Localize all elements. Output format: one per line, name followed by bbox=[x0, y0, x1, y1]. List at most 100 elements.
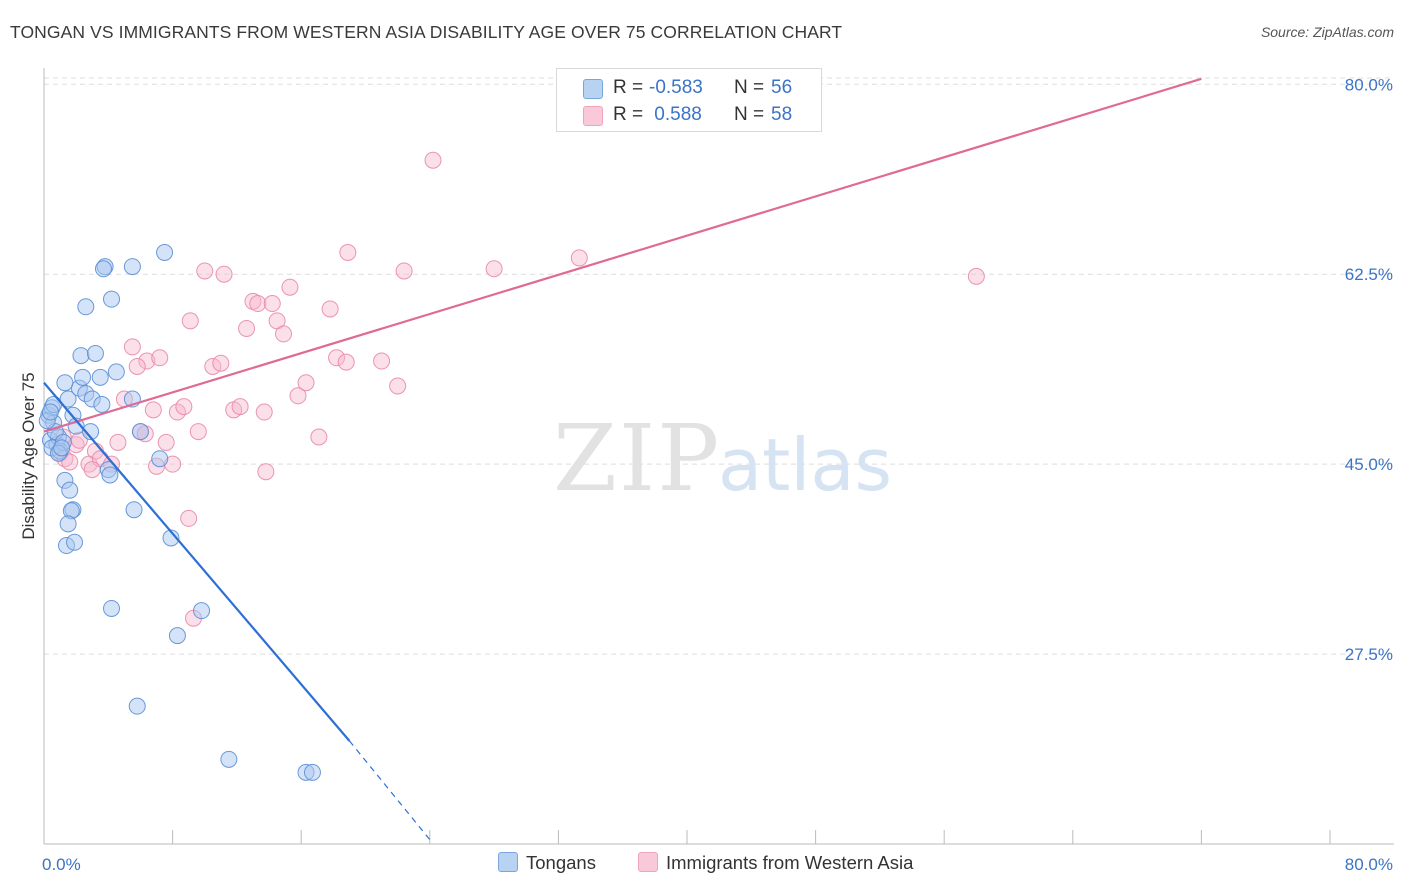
immigrants-swatch bbox=[583, 106, 603, 126]
immigrants-point bbox=[310, 428, 328, 446]
immigrants-point bbox=[128, 357, 146, 375]
immigrants-point bbox=[144, 401, 162, 419]
immigrants-point bbox=[123, 338, 141, 356]
watermark: ZIP atlas bbox=[553, 405, 892, 512]
bottom-legend-immigrants: Immigrants from Western Asia bbox=[638, 852, 913, 874]
tongans-point bbox=[125, 501, 143, 519]
immigrants-point bbox=[151, 349, 169, 367]
immigrants-point bbox=[424, 151, 442, 169]
legend-n-label: N = bbox=[734, 104, 765, 125]
tongans-point bbox=[220, 750, 238, 768]
tongans-point bbox=[94, 260, 112, 278]
legend-r-value: 0.588 bbox=[649, 104, 702, 125]
immigrants-point bbox=[275, 325, 293, 343]
immigrants-point bbox=[189, 423, 207, 441]
watermark-zip: ZIP bbox=[553, 405, 721, 512]
tongans-swatch bbox=[583, 79, 603, 99]
immigrants-point bbox=[257, 463, 275, 481]
immigrants-point bbox=[175, 398, 193, 416]
immigrants-point bbox=[181, 312, 199, 330]
x-tick-label: 80.0% bbox=[1345, 855, 1393, 874]
immigrants-point bbox=[180, 509, 198, 527]
tongans-point bbox=[131, 423, 149, 441]
tongans-point bbox=[162, 529, 180, 547]
tongans-point bbox=[82, 423, 100, 441]
immigrants-point bbox=[328, 349, 346, 367]
tongans-point bbox=[103, 599, 121, 617]
bottom-legend-tongans: Tongans bbox=[498, 852, 596, 874]
tongans-point bbox=[86, 344, 104, 362]
immigrants-point bbox=[138, 352, 156, 370]
immigrants-point bbox=[215, 265, 233, 283]
legend-row-immigrants: R = 0.588 N = 58 bbox=[557, 102, 821, 128]
trend-lines bbox=[43, 77, 1202, 841]
tongans-point bbox=[128, 697, 146, 715]
immigrants-point bbox=[196, 262, 214, 280]
tongans-point bbox=[59, 515, 77, 533]
immigrants-point bbox=[297, 374, 315, 392]
y-axis-label: Disability Age Over 75 bbox=[19, 372, 38, 539]
immigrants-point bbox=[157, 433, 175, 451]
immigrants-point bbox=[231, 398, 249, 416]
legend-r-label: R = bbox=[613, 104, 644, 125]
tongans-point bbox=[101, 466, 119, 484]
tongans-point bbox=[123, 258, 141, 276]
tongans-point bbox=[107, 363, 125, 381]
immigrants-point bbox=[238, 319, 256, 337]
immigrants-point bbox=[570, 249, 588, 267]
immigrants-point bbox=[337, 353, 355, 371]
legend-row-tongans: R = -0.583 N = 56 bbox=[557, 75, 821, 101]
watermark-atlas: atlas bbox=[718, 423, 892, 507]
tongans-point bbox=[77, 298, 95, 316]
tongans-point bbox=[61, 481, 79, 499]
tongans-point bbox=[156, 244, 174, 262]
source-label: Source: ZipAtlas.com bbox=[1260, 24, 1394, 40]
tongans-point bbox=[72, 347, 90, 365]
immigrants-point bbox=[255, 403, 273, 421]
legend-n-label: N = bbox=[734, 77, 765, 98]
tongans-point bbox=[59, 390, 77, 408]
immigrants-point bbox=[395, 262, 413, 280]
tongans-legend-label: Tongans bbox=[526, 852, 596, 873]
immigrants-legend-label: Immigrants from Western Asia bbox=[666, 852, 914, 873]
tongans-legend-swatch bbox=[498, 852, 518, 872]
axes bbox=[43, 68, 1394, 845]
tongans-point bbox=[53, 439, 71, 457]
immigrants-point bbox=[109, 433, 127, 451]
immigrants-point bbox=[83, 461, 101, 479]
tongans-point bbox=[103, 290, 121, 308]
tongans-point bbox=[151, 450, 169, 468]
immigrants-trend-line bbox=[43, 77, 1202, 433]
series-immigrants-points bbox=[51, 151, 985, 627]
tongans-point bbox=[303, 763, 321, 781]
immigrants-point bbox=[289, 387, 307, 405]
immigrants-point bbox=[967, 267, 985, 285]
y-tick-label: 80.0% bbox=[1345, 75, 1393, 94]
y-tick-label: 27.5% bbox=[1345, 645, 1393, 664]
x-tick-label: 0.0% bbox=[42, 855, 81, 874]
y-tick-label: 45.0% bbox=[1345, 455, 1393, 474]
tongans-point bbox=[66, 533, 84, 551]
grid-lines bbox=[44, 77, 1394, 655]
tongans-point bbox=[93, 395, 111, 413]
tongans-trend-extension bbox=[348, 740, 431, 841]
tongans-point bbox=[41, 403, 59, 421]
immigrants-point bbox=[61, 453, 79, 471]
tongans-point bbox=[56, 374, 74, 392]
legend-n-value: 56 bbox=[771, 77, 793, 98]
immigrants-point bbox=[373, 352, 391, 370]
tongans-trend-line bbox=[43, 382, 351, 742]
tongans-point bbox=[168, 627, 186, 645]
legend-r-label: R = bbox=[613, 77, 644, 98]
tongans-point bbox=[193, 602, 211, 620]
legend-r-value: -0.583 bbox=[649, 77, 703, 98]
tick-labels: 27.5% 45.0% 62.5% 80.0% 0.0% 80.0% bbox=[42, 75, 1393, 874]
immigrants-point bbox=[263, 295, 281, 313]
tongans-point bbox=[91, 368, 109, 386]
immigrants-point bbox=[389, 377, 407, 395]
immigrants-point bbox=[281, 278, 299, 296]
y-tick-label: 62.5% bbox=[1345, 265, 1393, 284]
immigrants-point bbox=[321, 300, 339, 318]
immigrants-point bbox=[485, 260, 503, 278]
immigrants-legend-swatch bbox=[638, 852, 658, 872]
